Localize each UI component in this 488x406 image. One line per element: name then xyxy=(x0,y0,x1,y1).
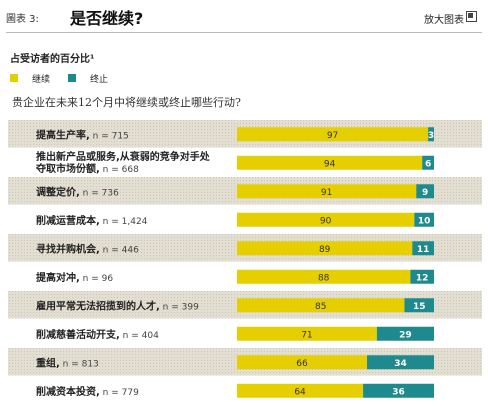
data-label-continue: 66 xyxy=(296,359,308,369)
bar-continue xyxy=(237,326,377,341)
enlarge-chart-link[interactable]: 放大图表 xyxy=(424,15,464,26)
legend-swatch-stop xyxy=(68,74,76,82)
category-label: 削减慈善活动开支, n = 404 xyxy=(36,328,159,341)
figure-label: 圖表 3: xyxy=(6,14,39,25)
bar-continue xyxy=(237,298,405,313)
data-label-stop: 15 xyxy=(413,302,426,312)
category-label: 削减资本投资, n = 779 xyxy=(36,385,139,398)
legend-label-stop: 终止 xyxy=(90,75,109,85)
category-label: 推出新产品或服务,从衰弱的竞争对手处 xyxy=(36,150,211,163)
data-label-continue: 88 xyxy=(318,273,330,283)
category-label: 雇用平常无法招揽到的人才, n = 399 xyxy=(36,299,199,312)
data-label-stop: 10 xyxy=(418,216,431,226)
bar-stop xyxy=(410,269,434,284)
chart-title: 是否继续? xyxy=(70,9,144,28)
data-label-stop: 36 xyxy=(392,387,405,397)
data-label-continue: 91 xyxy=(321,188,332,198)
bar-continue xyxy=(237,155,423,170)
bar-stop xyxy=(404,298,434,313)
bar-continue xyxy=(237,241,413,256)
bar-stop xyxy=(376,326,434,341)
header-divider xyxy=(6,32,482,33)
bar-stop xyxy=(414,212,434,227)
category-label: 重组, n = 813 xyxy=(36,356,99,369)
bar-stop xyxy=(416,184,434,199)
bar-continue xyxy=(237,269,411,284)
survey-question: 贵企业在未来12个月中将继续或终止哪些行动? xyxy=(12,96,241,109)
bar-continue xyxy=(237,355,368,370)
data-label-stop: 11 xyxy=(417,245,430,255)
bar-continue xyxy=(237,212,415,227)
data-label-continue: 71 xyxy=(301,330,312,340)
bar-continue xyxy=(237,383,364,398)
data-label-continue: 64 xyxy=(294,387,306,397)
enlarge-icon[interactable] xyxy=(466,11,477,22)
data-label-stop: 6 xyxy=(425,159,431,169)
data-label-stop: 29 xyxy=(399,330,412,340)
data-label-continue: 85 xyxy=(315,302,326,312)
category-label: 寻找并购机会, n = 446 xyxy=(36,242,139,255)
category-label: 调整定价, n = 736 xyxy=(36,185,119,198)
category-label: 提高生产率, n = 715 xyxy=(36,128,129,141)
bar-continue xyxy=(237,184,417,199)
data-label-continue: 97 xyxy=(327,131,338,141)
bar-stop xyxy=(412,241,434,256)
legend-label-continue: 继续 xyxy=(32,75,51,85)
data-label-stop: 34 xyxy=(394,359,407,369)
bar-stop xyxy=(363,383,434,398)
bar-stop xyxy=(428,127,434,142)
bar-continue xyxy=(237,127,429,142)
data-label-stop: 12 xyxy=(416,273,429,283)
data-label-stop: 9 xyxy=(422,188,428,198)
figure-header: 圖表 3: 是否继续? 放大图表 xyxy=(0,0,488,36)
bar-stop xyxy=(367,355,434,370)
data-label-continue: 89 xyxy=(319,245,331,255)
category-label: 夺取市场份额, n = 668 xyxy=(35,162,139,175)
chart-subtitle: 占受访者的百分比¹ xyxy=(10,54,95,65)
legend-swatch-continue xyxy=(10,74,18,82)
data-label-continue: 94 xyxy=(324,159,336,169)
category-label: 削减运营成本, n = 1,424 xyxy=(36,214,148,227)
data-label-continue: 90 xyxy=(320,216,332,226)
data-label-stop: 3 xyxy=(428,131,434,141)
bar-stop xyxy=(422,155,434,170)
category-label: 提高对冲, n = 96 xyxy=(36,271,113,284)
